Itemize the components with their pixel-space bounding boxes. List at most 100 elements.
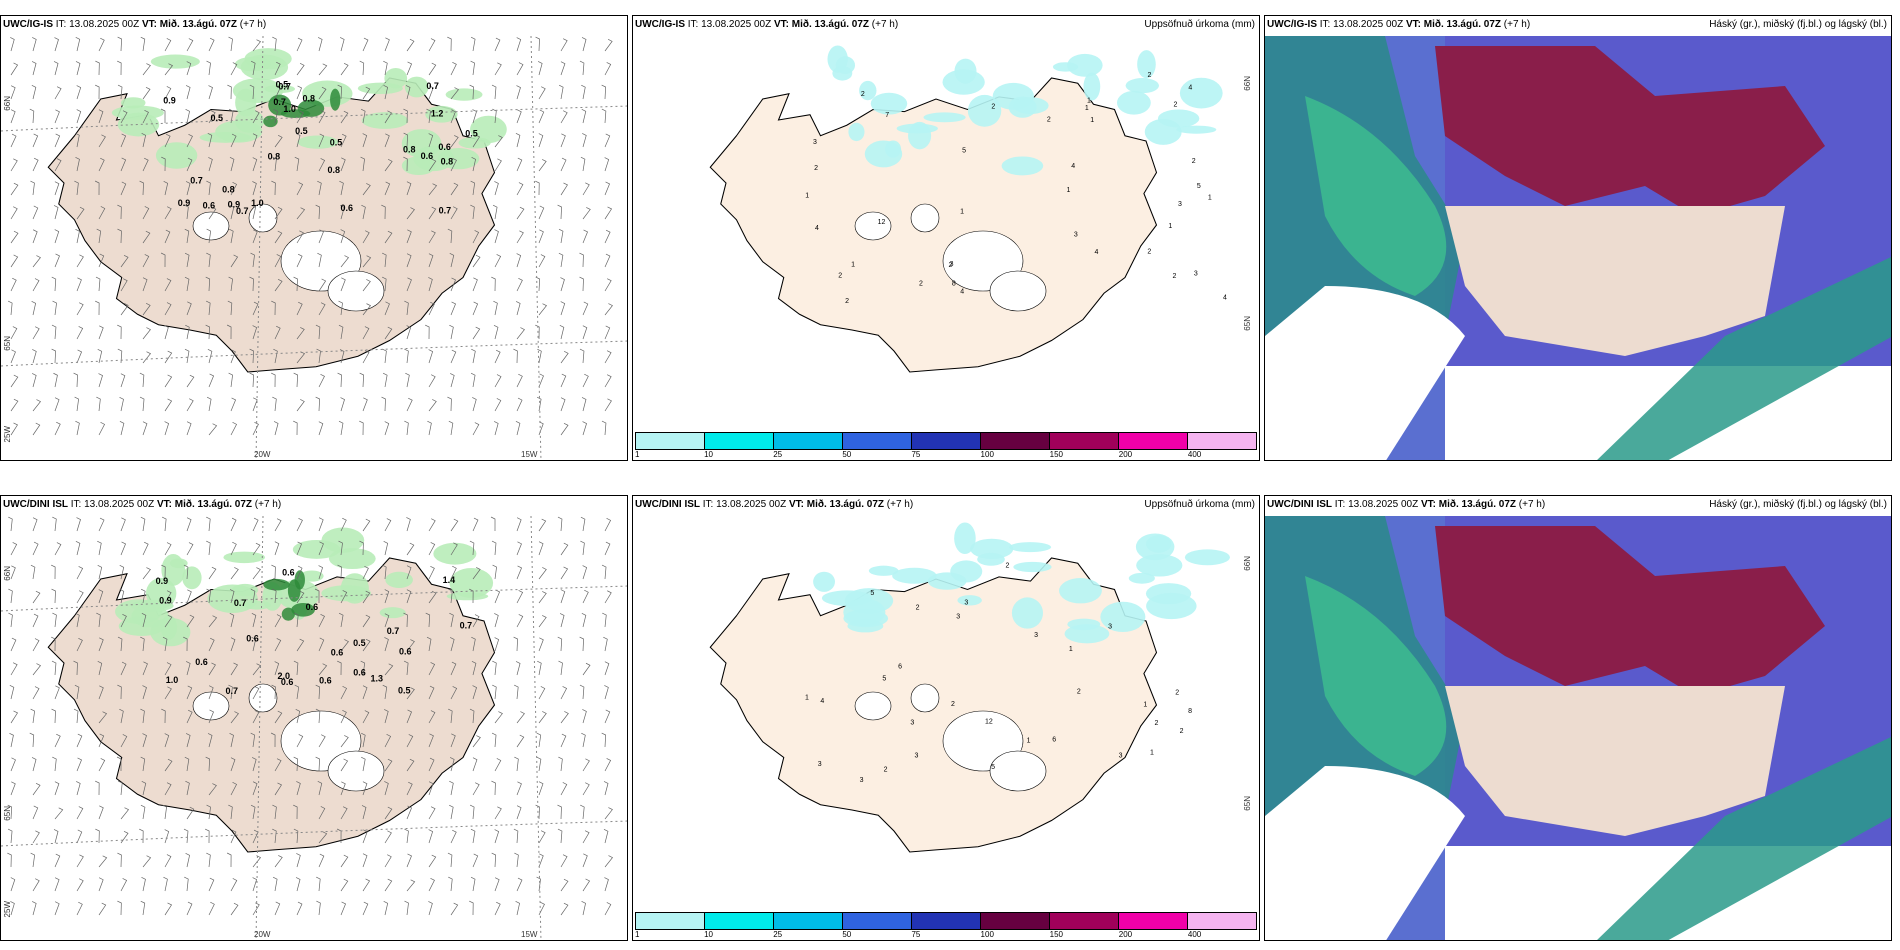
legend-swatch [774,913,843,929]
glacier [192,691,230,721]
precip-value-label: 0.8 [403,145,416,155]
wind-barb [98,206,106,220]
precip-area [145,577,177,609]
wind-barb [469,900,474,916]
wind-barb [558,756,563,772]
wind-barb [604,807,613,820]
wind-barb [208,206,217,220]
panel-header: UWC/DINI ISL IT: 13.08.2025 00Z VT: Mið.… [635,499,914,510]
heavy-precip-area [263,578,290,591]
wind-barb [538,303,548,316]
wind-barb [404,300,409,316]
precip-area [957,595,982,606]
panel-title: Uppsöfnuð úrkoma (mm) [1144,19,1255,30]
legend-tick: 150 [1049,450,1064,459]
grid-line [255,516,264,940]
wind-barb [10,781,16,796]
wind-barb [7,828,13,844]
panel-title: Uppsöfnuð úrkoma (mm) [1144,499,1255,510]
precip-value-label: 2 [1173,102,1177,109]
precip-value-label: 0.6 [341,203,354,213]
precip-area [1012,97,1049,114]
legend-swatch [912,433,981,449]
legend-tick: 10 [704,450,714,459]
wind-barb [98,373,103,388]
wind-barb [76,109,82,124]
precip-value-label: 1 [1150,749,1154,756]
wind-barb [32,541,39,556]
wind-barb [449,780,454,796]
wind-barb [362,878,371,892]
precip-area [328,548,376,570]
wind-barb [74,684,80,700]
wind-barb [97,348,103,364]
precip-value-label: 0.8 [302,93,315,103]
wind-barb [384,663,394,676]
legend-swatch [912,913,981,929]
wind-barb [384,518,392,532]
wind-barb [119,421,125,436]
wind-barb [184,876,189,892]
wind-barb [51,708,56,724]
wind-barb [448,708,453,724]
wind-barb [32,37,37,52]
wind-barb [472,109,477,124]
wind-barb [450,277,456,292]
wind-barb [164,38,172,52]
wind-barb [318,853,325,868]
wind-barb [230,902,239,916]
wind-barb [472,301,479,316]
wind-barb [120,157,127,172]
wind-barb [120,613,127,628]
wind-barb [75,541,81,556]
precip-value-label: 1.0 [166,675,179,685]
precip-value-label: 0.9 [178,198,191,208]
wind-barb [316,348,321,364]
wind-barb [428,518,436,532]
wind-barb [581,397,587,412]
wind-barb [230,541,237,556]
precip-value-label: 0.6 [203,200,216,210]
wind-barb [383,540,389,556]
wind-barb [274,518,282,532]
wind-barb [76,277,82,292]
wind-barb [54,542,62,556]
wind-barb [229,157,235,172]
wind-barb [538,591,547,604]
wind-barb [76,326,84,340]
wind-barb [340,62,349,76]
precip-area [1067,618,1101,631]
legend-tick: 25 [773,930,783,939]
wind-barb [604,661,610,676]
wind-barb [98,805,104,820]
wind-barb [95,276,101,292]
precip-value-label: 1 [960,208,964,215]
clear-area [1265,286,1465,460]
wind-barb [10,374,19,388]
legend-swatch [1119,433,1188,449]
precip-value-label: 2 [1180,728,1184,735]
wind-barb [362,255,372,268]
wind-barb [604,374,612,388]
wind-barb [579,60,585,76]
wind-barb [538,853,544,868]
wind-barb [515,133,521,148]
wind-barb [339,37,345,52]
wind-barb [186,685,193,700]
wind-barb [295,133,301,148]
precip-value-label: 0.5 [295,126,308,136]
wind-barb [428,62,437,76]
wind-barb [579,252,584,268]
precip-value-label: 3 [956,613,960,620]
wind-barb [185,780,190,796]
wind-barb [560,38,568,52]
precip-area [848,122,865,142]
wind-barb [318,63,328,76]
legend-swatch [705,433,774,449]
wind-barb [164,421,170,436]
wind-barb [516,565,523,580]
wind-barb [274,254,282,268]
precip-value-label: 0.7 [278,82,291,92]
wind-barb [53,61,59,76]
precip-area [1146,592,1197,620]
